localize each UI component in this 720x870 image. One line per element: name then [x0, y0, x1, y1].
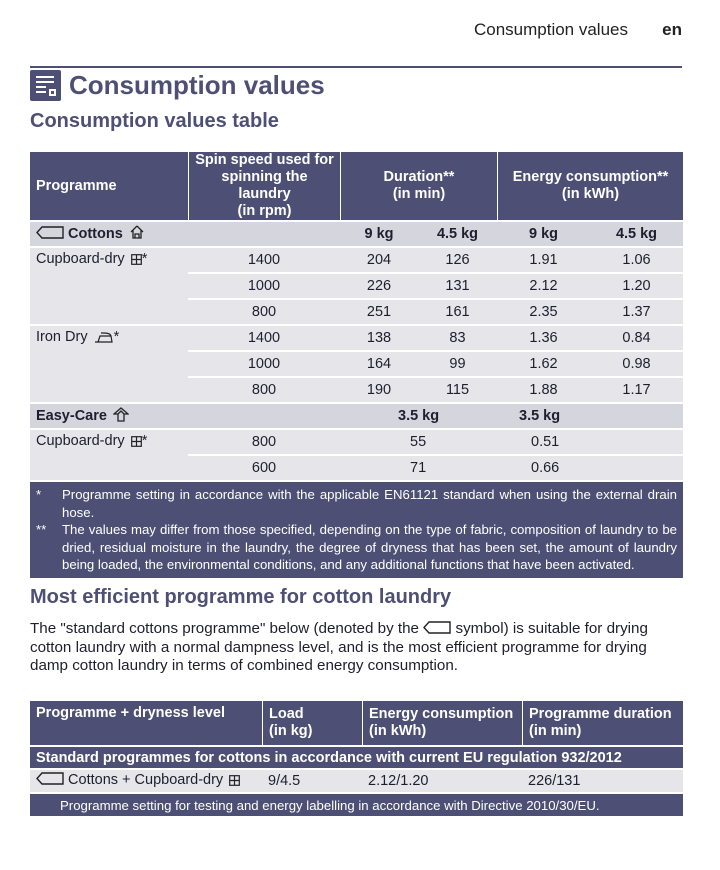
- language-code: en: [662, 20, 682, 39]
- rpm-cell: 800: [188, 428, 340, 454]
- energy-cell: 2.12: [497, 272, 590, 298]
- efficient-programme-paragraph: The "standard cottons programme" below (…: [30, 620, 648, 674]
- energy-cell: 1.37: [590, 298, 683, 324]
- easy-care-load-energy: 3.5 kg: [497, 402, 683, 428]
- cottons-programme-icon: [423, 621, 451, 639]
- duration-cell: 138: [340, 324, 418, 350]
- duration-cell: 115: [418, 376, 497, 402]
- cupboard-dry-icon: [229, 774, 241, 790]
- rpm-cell: 1400: [188, 246, 340, 272]
- table-row: 800 251 161 2.35 1.37: [30, 298, 683, 324]
- header-spin-speed: Spin speed used for spinning the laundry…: [188, 152, 340, 220]
- page-heading: Consumption values: [30, 68, 325, 102]
- rpm-cell: 1000: [188, 272, 340, 298]
- footnote-single-asterisk: * Programme setting in accordance with t…: [36, 487, 677, 520]
- section-row-easy-care: Easy-Care 3.5 kg 3.5 kg: [30, 402, 683, 428]
- table1-title: Consumption values table: [30, 110, 279, 132]
- header-load: Load (in kg): [262, 699, 362, 745]
- duration-cell: 164: [340, 350, 418, 376]
- header-programme-dryness: Programme + dryness level: [30, 699, 262, 745]
- cottons-label: Cottons: [68, 226, 123, 242]
- energy-cell: 1.20: [590, 272, 683, 298]
- duration-cell: 190: [340, 376, 418, 402]
- rpm-cell: 600: [188, 454, 340, 480]
- duration-cell: 161: [418, 298, 497, 324]
- header-duration: Duration** (in min): [340, 152, 497, 220]
- table-row: 1000 164 99 1.62 0.98: [30, 350, 683, 376]
- easy-care-shirt-icon: [112, 406, 130, 426]
- table-row: Cupboard-dry * 1400 204 126 1.91 1.06: [30, 246, 683, 324]
- running-header: Consumption values en: [0, 20, 720, 42]
- footnote-double-asterisk: ** The values may differ from those spec…: [36, 522, 677, 572]
- load-cell: 9/4.5: [262, 768, 362, 792]
- standard-programmes-footnote: Programme setting for testing and energy…: [30, 792, 683, 816]
- table-row: Cupboard-dry * 800 55 0.51: [30, 428, 683, 480]
- cottons-programme-icon: [36, 226, 64, 239]
- document-icon: [30, 69, 61, 101]
- header-programme: Programme: [30, 152, 188, 220]
- easy-care-load-duration: 3.5 kg: [340, 402, 497, 428]
- table-row: Cottons + Cupboard-dry 9/4.5 2.12/1.20 2…: [30, 768, 683, 792]
- consumption-values-table: Programme Spin speed used for spinning t…: [30, 152, 683, 578]
- table-row: 1000 226 131 2.12 1.20: [30, 272, 683, 298]
- standard-programmes-caption: Standard programmes for cottons in accor…: [30, 745, 683, 768]
- iron-icon: [94, 331, 114, 347]
- energy-cell: 0.66: [497, 454, 683, 480]
- duration-cell: 251: [340, 298, 418, 324]
- duration-cell: 204: [340, 246, 418, 272]
- energy-cell: 1.62: [497, 350, 590, 376]
- duration-cell: 99: [418, 350, 497, 376]
- cottons-load-duration-b: 4.5 kg: [418, 220, 497, 246]
- duration-cell: 131: [418, 272, 497, 298]
- table-notes-row: * Programme setting in accordance with t…: [30, 480, 683, 578]
- rpm-cell: 1400: [188, 324, 340, 350]
- standard-programmes-table: Standard programmes for cottons in accor…: [30, 699, 683, 816]
- energy-cell: 1.88: [497, 376, 590, 402]
- cottons-load-energy-b: 4.5 kg: [590, 220, 683, 246]
- energy-cell: 0.84: [590, 324, 683, 350]
- table-row: 800 190 115 1.88 1.17: [30, 376, 683, 402]
- running-header-title: Consumption values: [473, 20, 628, 39]
- rpm-cell: 800: [188, 298, 340, 324]
- page-title: Consumption values: [69, 69, 325, 100]
- table-row: 600 71 0.66: [30, 454, 683, 480]
- header-rule: [30, 66, 682, 68]
- cupboard-dry-icon: [130, 435, 142, 451]
- efficient-programme-title: Most efficient programme for cotton laun…: [30, 586, 452, 608]
- rpm-cell: 800: [188, 376, 340, 402]
- energy-cell: 2.12/1.20: [362, 768, 522, 792]
- rpm-cell: 1000: [188, 350, 340, 376]
- header-energy-consumption: Energy consumption (in kWh): [362, 699, 522, 745]
- cottons-load-energy-a: 9 kg: [497, 220, 590, 246]
- duration-cell: 55: [340, 428, 497, 454]
- standard-programme-cell: Cottons + Cupboard-dry: [30, 768, 262, 792]
- duration-cell: 126: [418, 246, 497, 272]
- duration-cell: 226: [340, 272, 418, 298]
- group-label-easy-care-cupboard-dry: Cupboard-dry *: [30, 428, 188, 480]
- section-row-cottons: Cottons 9 kg 4.5 kg 9 kg 4.5 kg: [30, 220, 683, 246]
- easy-care-label: Easy-Care: [36, 407, 107, 424]
- energy-cell: 1.06: [590, 246, 683, 272]
- table-header-row: Programme Spin speed used for spinning t…: [30, 152, 683, 220]
- duration-cell: 83: [418, 324, 497, 350]
- group-label-iron-dry: Iron Dry *: [30, 324, 188, 402]
- energy-cell: 0.51: [497, 428, 683, 454]
- energy-cell: 1.17: [590, 376, 683, 402]
- duration-cell: 226/131: [522, 768, 683, 792]
- energy-cell: 0.98: [590, 350, 683, 376]
- table-header-row: Programme + dryness level Load (in kg) En…: [30, 699, 683, 745]
- group-label-cupboard-dry: Cupboard-dry *: [30, 246, 188, 324]
- cottons-programme-icon: [36, 772, 64, 789]
- energy-cell: 1.36: [497, 324, 590, 350]
- duration-cell: 71: [340, 454, 497, 480]
- header-energy: Energy consumption** (in kWh): [497, 152, 683, 220]
- table-row: Iron Dry * 1400 138 83 1.36 0.84: [30, 324, 683, 402]
- header-programme-duration: Programme duration (in min): [522, 699, 683, 745]
- cupboard-dry-icon: [130, 253, 142, 269]
- cottons-load-duration-a: 9 kg: [340, 220, 418, 246]
- energy-cell: 2.35: [497, 298, 590, 324]
- energy-cell: 1.91: [497, 246, 590, 272]
- cotton-flower-icon: [129, 224, 145, 244]
